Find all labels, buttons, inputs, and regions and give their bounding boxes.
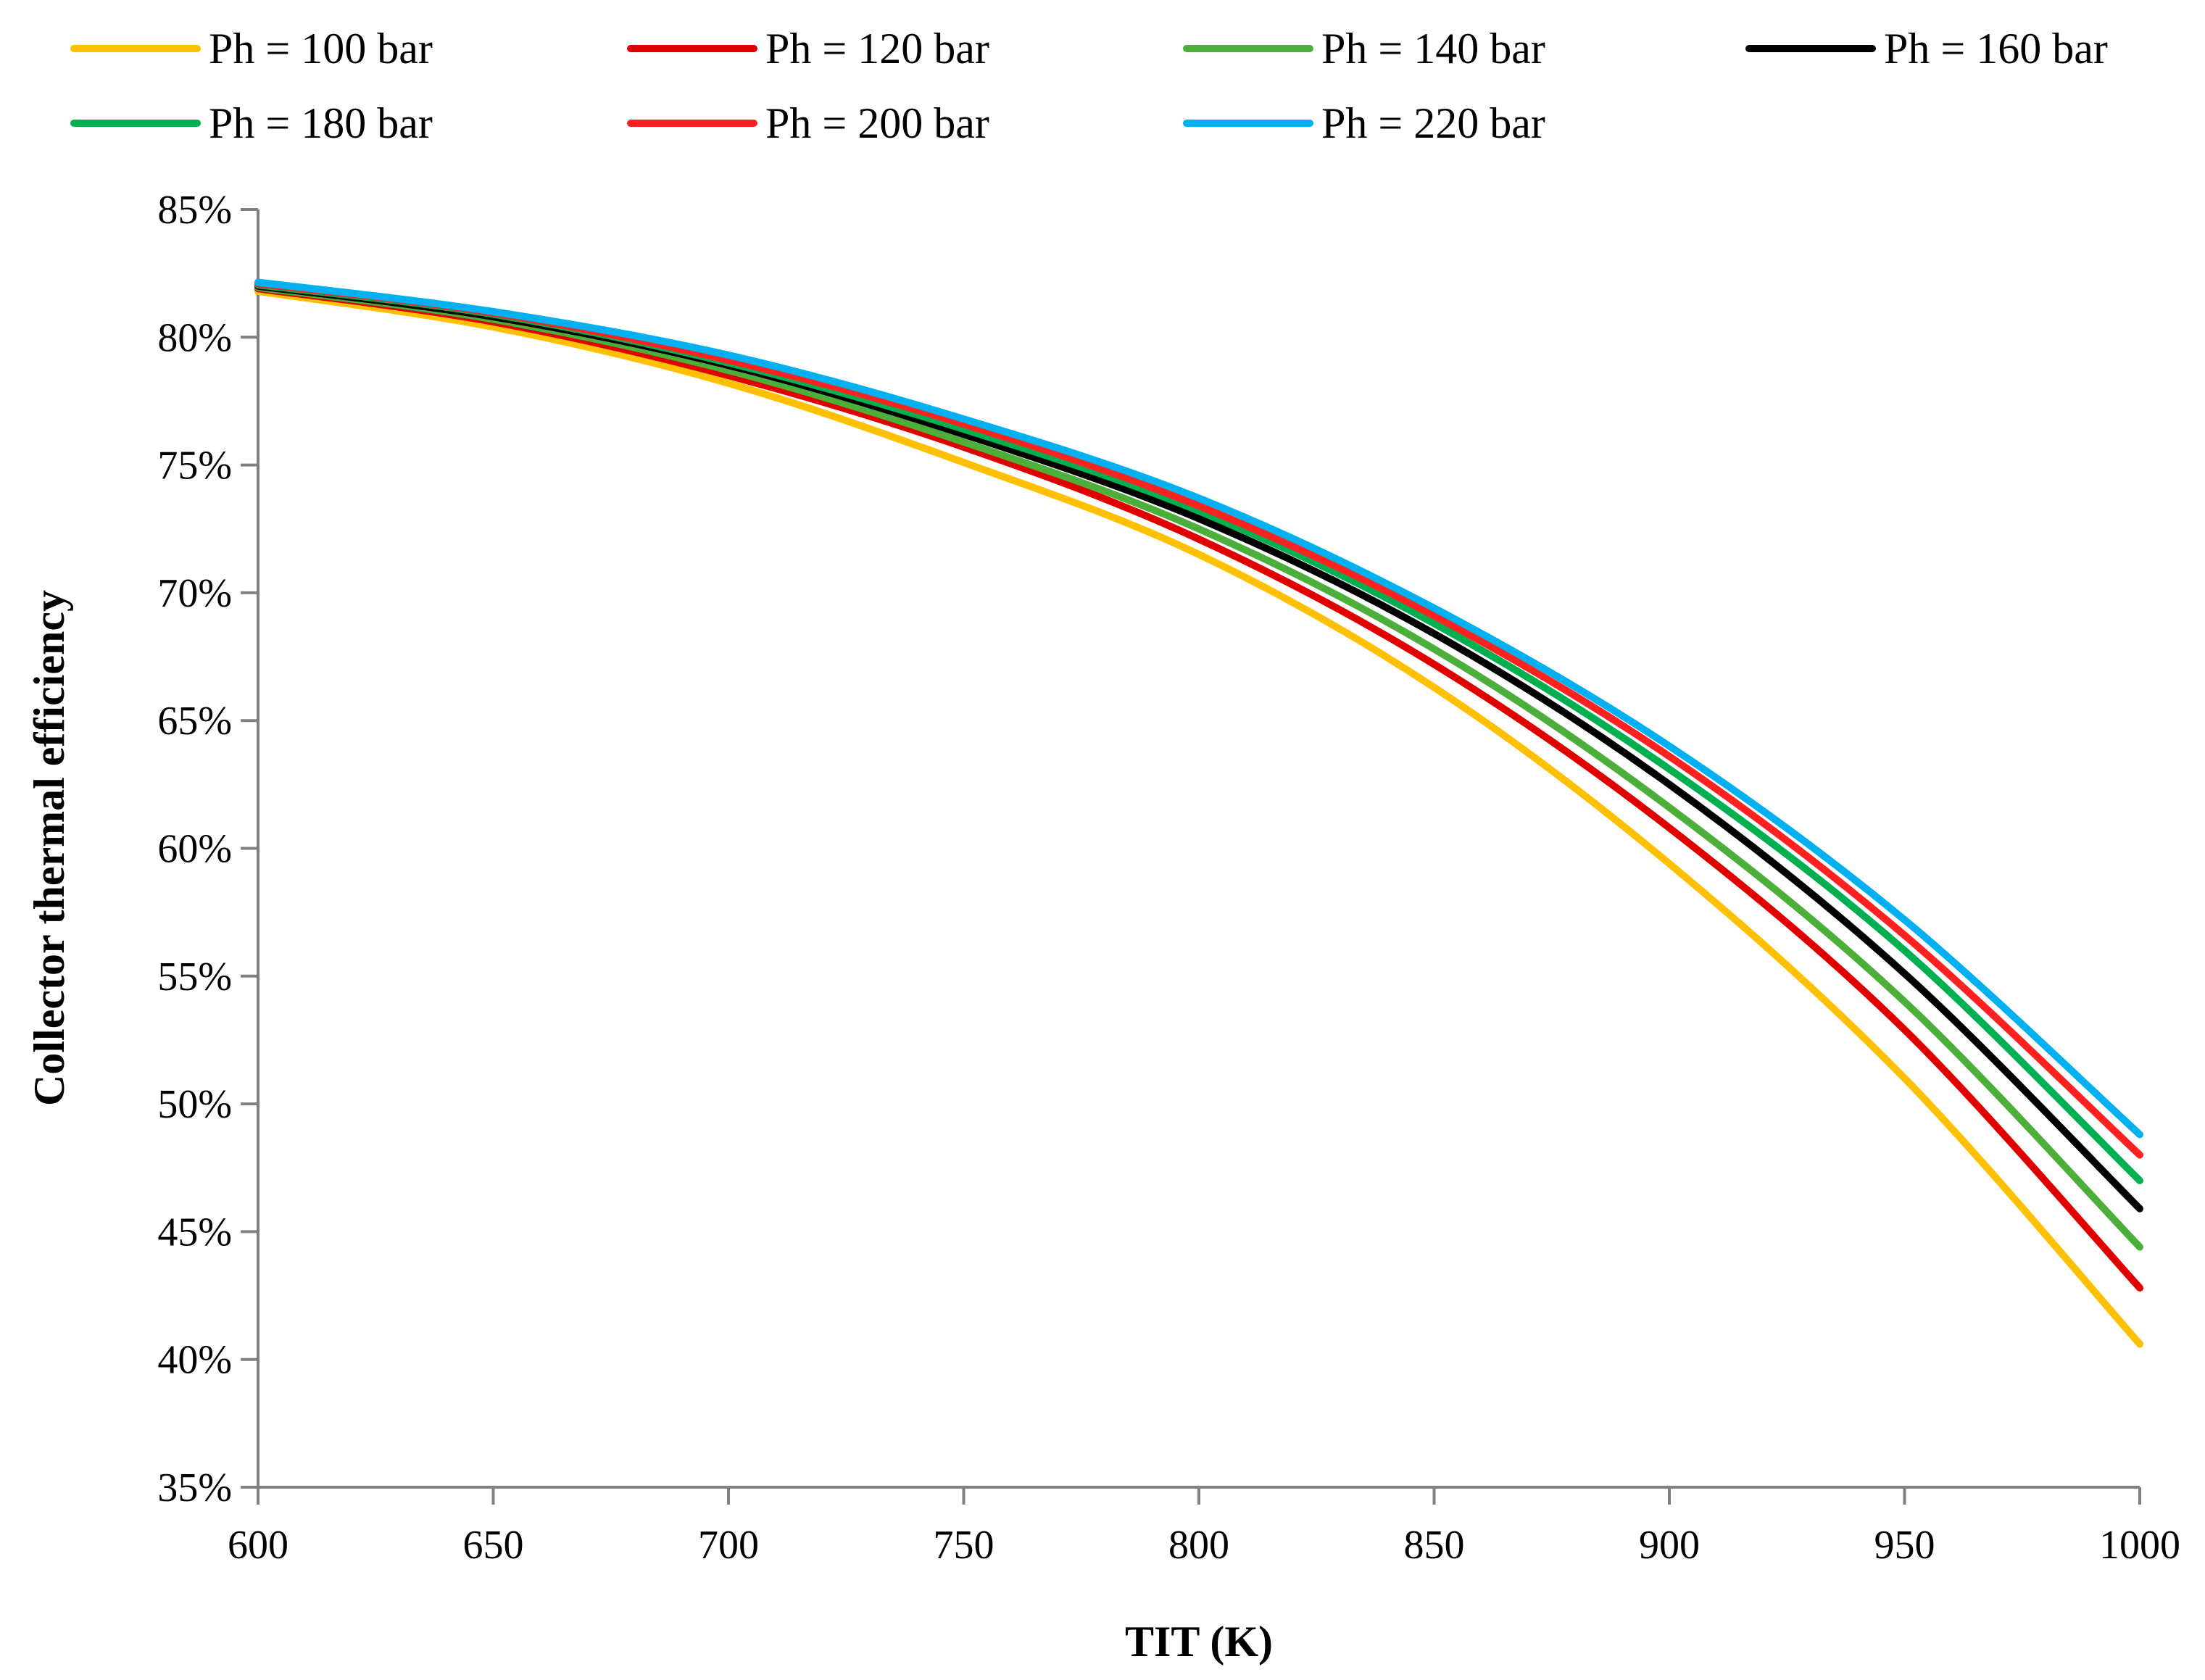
legend-label: Ph = 200 bar <box>765 99 989 147</box>
x-tick-label: 750 <box>934 1523 994 1568</box>
y-tick-label: 85% <box>157 188 232 233</box>
x-tick-label: 600 <box>228 1523 288 1568</box>
legend-item-2: Ph = 120 bar <box>627 25 989 72</box>
legend-item-6: Ph = 200 bar <box>627 99 989 147</box>
y-tick-label: 45% <box>157 1210 232 1255</box>
x-tick-label: 1000 <box>2099 1523 2180 1568</box>
y-tick-label: 55% <box>157 955 232 999</box>
y-tick-label: 75% <box>157 444 232 488</box>
x-axis-title: TIT (K) <box>1125 1618 1273 1666</box>
legend-item-4: Ph = 160 bar <box>1745 25 2108 72</box>
series-line-1 <box>254 287 2143 1348</box>
series-line-5 <box>254 281 2143 1184</box>
legend-label: Ph = 100 bar <box>209 25 433 72</box>
x-ticks: 600 650 700 750 800 850 900 950 1000 <box>228 1487 2180 1568</box>
y-tick-label: 35% <box>157 1465 232 1510</box>
x-tick-label: 650 <box>463 1523 524 1568</box>
axes: 35% 40% 45% 50% 55% 60% 65% 70% 75% 80% 85% 600 650… <box>157 188 2180 1568</box>
legend-item-3: Ph = 140 bar <box>1183 25 1545 72</box>
series-line-7 <box>254 278 2143 1139</box>
y-tick-label: 50% <box>157 1082 232 1127</box>
legend-item-7: Ph = 220 bar <box>1183 99 1545 147</box>
x-tick-label: 800 <box>1168 1523 1229 1568</box>
legend-label: Ph = 180 bar <box>209 99 433 147</box>
legend-label: Ph = 120 bar <box>765 25 989 72</box>
y-axis-title: Collector thermal efficiency <box>25 590 73 1106</box>
y-tick-label: 70% <box>157 571 232 616</box>
y-tick-label: 80% <box>157 315 232 360</box>
y-tick-label: 40% <box>157 1338 232 1383</box>
x-tick-label: 900 <box>1639 1523 1700 1568</box>
legend-item-5: Ph = 180 bar <box>70 99 433 147</box>
series-line-4 <box>254 282 2143 1213</box>
x-tick-label: 850 <box>1404 1523 1465 1568</box>
legend-label: Ph = 160 bar <box>1884 25 2108 72</box>
series-line-3 <box>254 283 2143 1251</box>
legend-label: Ph = 220 bar <box>1321 99 1545 147</box>
legend-item-1: Ph = 100 bar <box>70 25 433 72</box>
series-line-2 <box>254 285 2143 1292</box>
y-ticks: 35% 40% 45% 50% 55% 60% 65% 70% 75% 80% 85% <box>157 188 258 1510</box>
x-tick-label: 950 <box>1874 1523 1935 1568</box>
legend: Ph = 100 bar Ph = 120 bar Ph = 140 bar Ph =… <box>70 25 2108 147</box>
y-tick-label: 65% <box>157 699 232 744</box>
series-line-6 <box>254 280 2143 1159</box>
y-tick-label: 60% <box>157 827 232 872</box>
x-tick-label: 700 <box>698 1523 759 1568</box>
legend-label: Ph = 140 bar <box>1321 25 1545 72</box>
series-lines <box>254 278 2143 1348</box>
